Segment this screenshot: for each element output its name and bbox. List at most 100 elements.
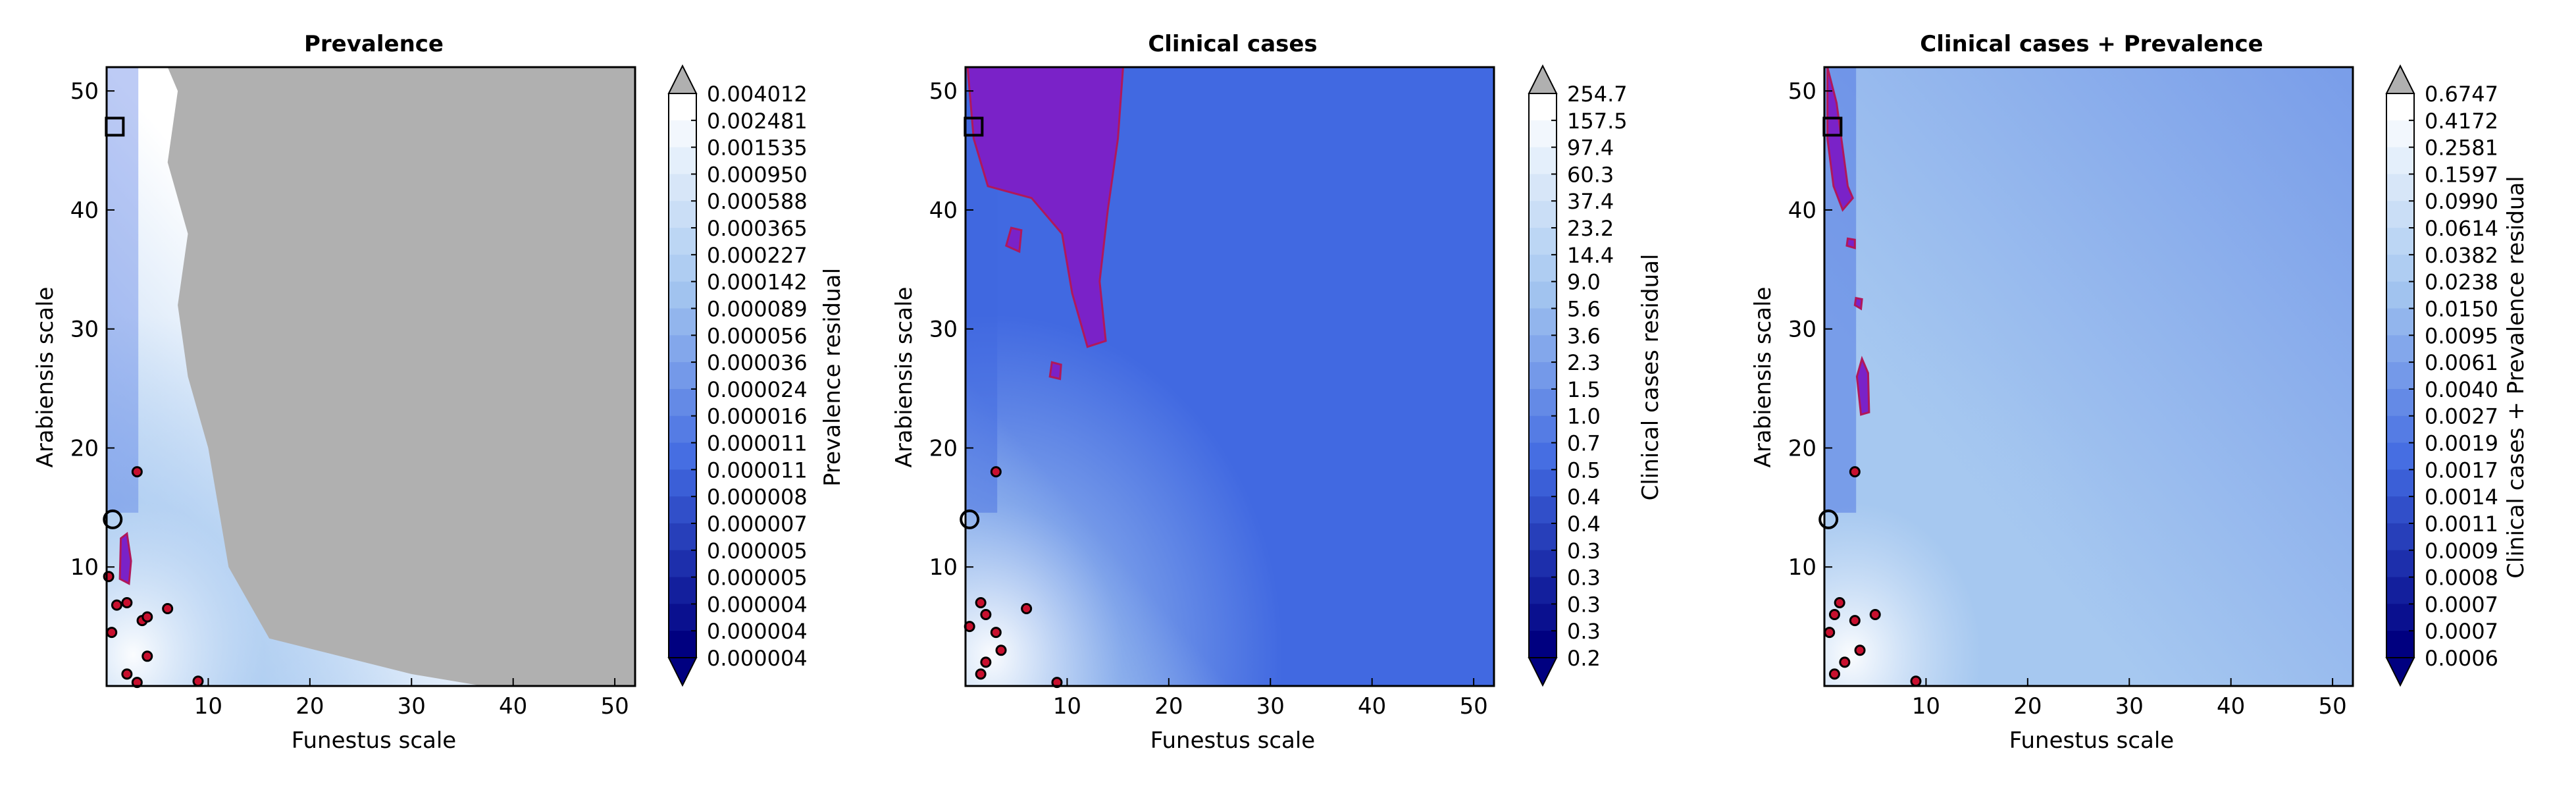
colorbar-tick-label: 0.5	[1567, 458, 1601, 483]
y-tick-label: 30	[70, 317, 99, 343]
highlight-region	[1855, 356, 1870, 416]
highlight-region	[966, 66, 1125, 348]
x-tick-label: 20	[2013, 693, 2042, 720]
colorbar-segment	[2386, 415, 2414, 444]
colorbar-tick-label: 0.000011	[707, 458, 808, 483]
colorbar-segment	[2386, 281, 2414, 309]
red-point-marker	[142, 611, 153, 623]
colorbar-segment	[669, 201, 696, 228]
highlight-region	[1048, 361, 1062, 381]
colorbar-tick-label: 0.6747	[2425, 82, 2498, 107]
colorbar-segment	[2386, 631, 2414, 658]
colorbar-segment	[2386, 254, 2414, 282]
colorbar-tick-label: 0.000004	[707, 646, 808, 671]
x-tick-label: 10	[194, 693, 222, 720]
red-point-marker	[975, 668, 987, 680]
circle-marker	[960, 509, 980, 529]
colorbar-tick-label: 0.000089	[707, 296, 808, 321]
colorbar-segment	[1529, 469, 1557, 497]
colorbar-segment	[669, 550, 696, 578]
x-axis-label: Funestus scale	[1150, 727, 1315, 754]
colorbar-segment	[2386, 577, 2414, 604]
red-point-marker	[990, 627, 1002, 639]
colorbar-tick-label: 1.0	[1567, 404, 1601, 429]
colorbar-segment	[2386, 523, 2414, 551]
colorbar-segment	[669, 577, 696, 604]
highlight-region	[1005, 226, 1023, 253]
colorbar-tick-label: 254.7	[1567, 82, 1628, 107]
y-tick-label: 30	[1788, 317, 1816, 343]
red-point-marker	[980, 656, 992, 668]
red-point-marker	[111, 599, 122, 611]
colorbar-segment	[669, 228, 696, 255]
colorbar-tick-label: 0.0009	[2425, 539, 2498, 564]
highlight-region	[1853, 296, 1863, 311]
x-tick-label: 10	[1912, 693, 1940, 720]
colorbar-extend-top	[1528, 64, 1558, 94]
colorbar-tick-label: 37.4	[1567, 189, 1614, 214]
colorbar-tick-label: 23.2	[1567, 216, 1614, 241]
colorbar-tick-label: 0.0017	[2425, 458, 2498, 483]
colorbar-tick-label: 0.000016	[707, 404, 808, 429]
colorbar-segment	[2386, 174, 2414, 201]
colorbar-tick-label: 0.000005	[707, 566, 808, 591]
colorbar-tick-label: 0.0238	[2425, 270, 2498, 295]
colorbar-tick-label: 0.3	[1567, 619, 1601, 644]
circle-marker	[1818, 509, 1839, 529]
colorbar-tick-label: 0.000950	[707, 162, 808, 187]
colorbar-segment	[1529, 281, 1557, 309]
colorbar-segment	[669, 388, 696, 417]
colorbar-tick-label: 14.4	[1567, 243, 1614, 268]
colorbar-frame	[2386, 93, 2415, 658]
colorbar-segment	[1529, 254, 1557, 282]
colorbar-label: Clinical cases + Prevalence residual	[2503, 176, 2529, 578]
colorbar-segment	[669, 93, 696, 121]
y-tick-label: 10	[70, 554, 99, 581]
colorbar-extend-bottom	[1528, 657, 1558, 687]
colorbar-segment	[2386, 120, 2414, 148]
colorbar-tick-label: 0.000004	[707, 592, 808, 617]
x-tick-label: 20	[296, 693, 324, 720]
colorbar-segment	[669, 335, 696, 363]
colorbar-tick-label: 9.0	[1567, 270, 1601, 295]
y-tick-label: 20	[70, 435, 99, 461]
colorbar-tick-label: 0.0014	[2425, 485, 2498, 510]
colorbar-tick-label: 0.0990	[2425, 189, 2498, 214]
plot-frame	[964, 66, 1495, 687]
red-point-marker	[995, 645, 1007, 656]
red-point-marker	[1869, 609, 1881, 621]
x-tick-label: 50	[1459, 693, 1487, 720]
colorbar-segment	[1529, 335, 1557, 363]
colorbar-segment	[1529, 174, 1557, 201]
colorbar-frame	[668, 93, 697, 658]
colorbar-tick-label: 0.0007	[2425, 619, 2498, 644]
red-point-marker	[1828, 668, 1840, 680]
colorbar-tick-label: 0.000056	[707, 323, 808, 348]
colorbar-extend-top	[2385, 64, 2415, 94]
colorbar-segment	[669, 604, 696, 631]
panel-clinical-cases-plus-prevalence: Clinical cases + Prevalence Funestus sca…	[1750, 31, 2529, 754]
plot-frame	[1823, 66, 2354, 687]
red-point-marker	[121, 668, 133, 680]
colorbar-extend-bottom	[667, 657, 698, 687]
colorbar-label: Clinical cases residual	[1637, 254, 1664, 501]
colorbar-segment	[2386, 362, 2414, 390]
red-point-marker	[1849, 466, 1861, 478]
colorbar-segment	[1529, 201, 1557, 228]
colorbar-tick-label: 0.0019	[2425, 431, 2498, 456]
colorbar-segment	[2386, 335, 2414, 363]
colorbar-tick-label: 0.3	[1567, 592, 1601, 617]
colorbar-segment	[669, 442, 696, 470]
y-axis-label: Arabiensis scale	[32, 287, 59, 468]
highlight-region	[1826, 66, 1854, 212]
red-point-marker	[192, 675, 204, 687]
red-point-marker	[980, 609, 992, 621]
colorbar-segment	[1529, 550, 1557, 578]
colorbar-tick-label: 0.000007	[707, 512, 808, 537]
colorbar-segment	[2386, 496, 2414, 524]
colorbar-segment	[669, 174, 696, 201]
colorbar-tick-label: 0.4	[1567, 512, 1601, 537]
colorbar-tick-label: 3.6	[1567, 323, 1601, 348]
colorbar-tick-label: 0.3	[1567, 539, 1601, 564]
